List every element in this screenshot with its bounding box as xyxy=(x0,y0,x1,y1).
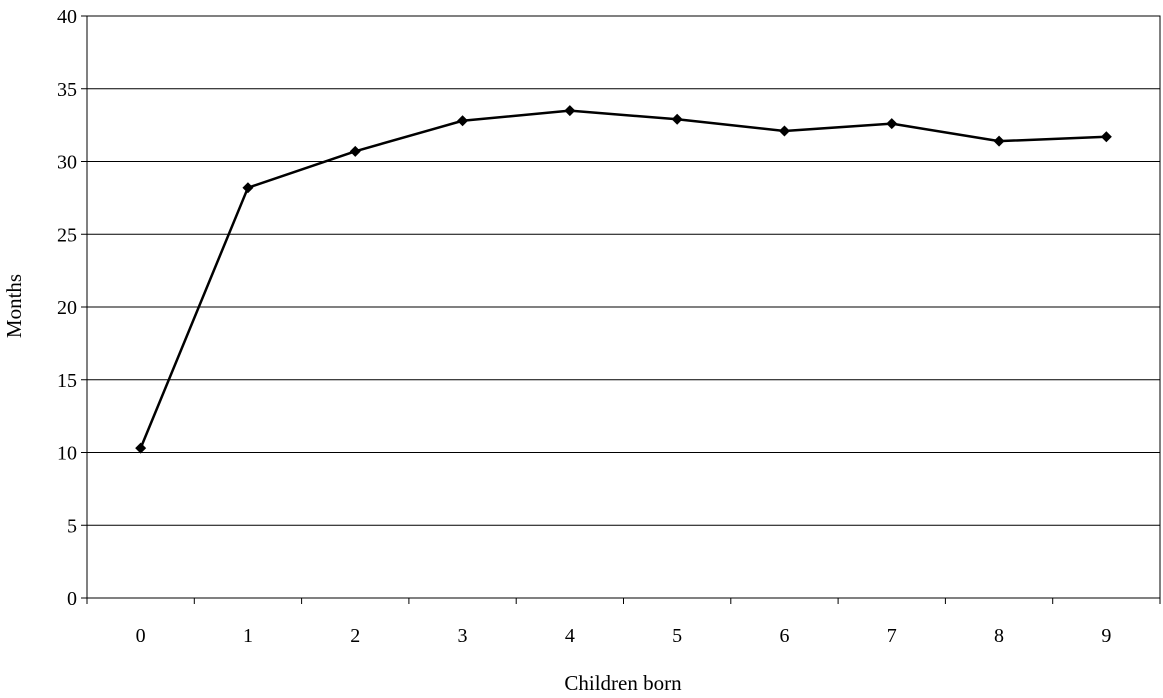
data-point-marker xyxy=(778,125,790,137)
y-tick-label: 30 xyxy=(57,152,77,174)
data-point-marker xyxy=(886,118,898,130)
x-tick-label: 2 xyxy=(350,625,360,647)
x-tick-label: 4 xyxy=(565,625,575,647)
x-tick-label: 9 xyxy=(1101,625,1111,647)
data-point-marker xyxy=(242,182,254,194)
x-axis-tick-labels: 0 1 2 3 4 5 6 7 8 9 xyxy=(136,625,1112,647)
data-point-marker xyxy=(135,442,147,454)
y-axis-tick-labels: 0 5 10 15 20 25 30 35 40 xyxy=(57,6,77,610)
y-tick-label: 15 xyxy=(57,370,77,392)
axes xyxy=(81,15,1161,604)
gridlines xyxy=(87,88,1160,526)
x-tick-label: 3 xyxy=(458,625,468,647)
data-point-marker xyxy=(671,113,683,125)
y-tick-label: 0 xyxy=(67,588,77,610)
x-tick-label: 5 xyxy=(672,625,682,647)
x-tick-label: 1 xyxy=(243,625,253,647)
y-tick-label: 25 xyxy=(57,224,77,246)
x-tick-label: 8 xyxy=(994,625,1004,647)
x-axis-title: Children born xyxy=(564,671,682,695)
y-tick-label: 35 xyxy=(57,79,77,101)
y-tick-label: 40 xyxy=(57,6,77,28)
data-point-marker xyxy=(993,135,1005,147)
y-tick-label: 10 xyxy=(57,443,77,465)
data-point-marker xyxy=(457,115,469,127)
series-line xyxy=(139,109,1107,449)
x-tick-label: 7 xyxy=(887,625,897,647)
y-axis-title: Months xyxy=(2,274,26,338)
y-tick-label: 5 xyxy=(67,515,77,537)
data-point-marker xyxy=(349,145,361,157)
data-point-marker xyxy=(564,105,576,117)
y-tick-label: 20 xyxy=(57,297,77,319)
x-tick-label: 0 xyxy=(136,625,146,647)
x-tick-label: 6 xyxy=(779,625,789,647)
data-point-marker xyxy=(1100,131,1112,143)
series-layer xyxy=(135,105,1112,454)
